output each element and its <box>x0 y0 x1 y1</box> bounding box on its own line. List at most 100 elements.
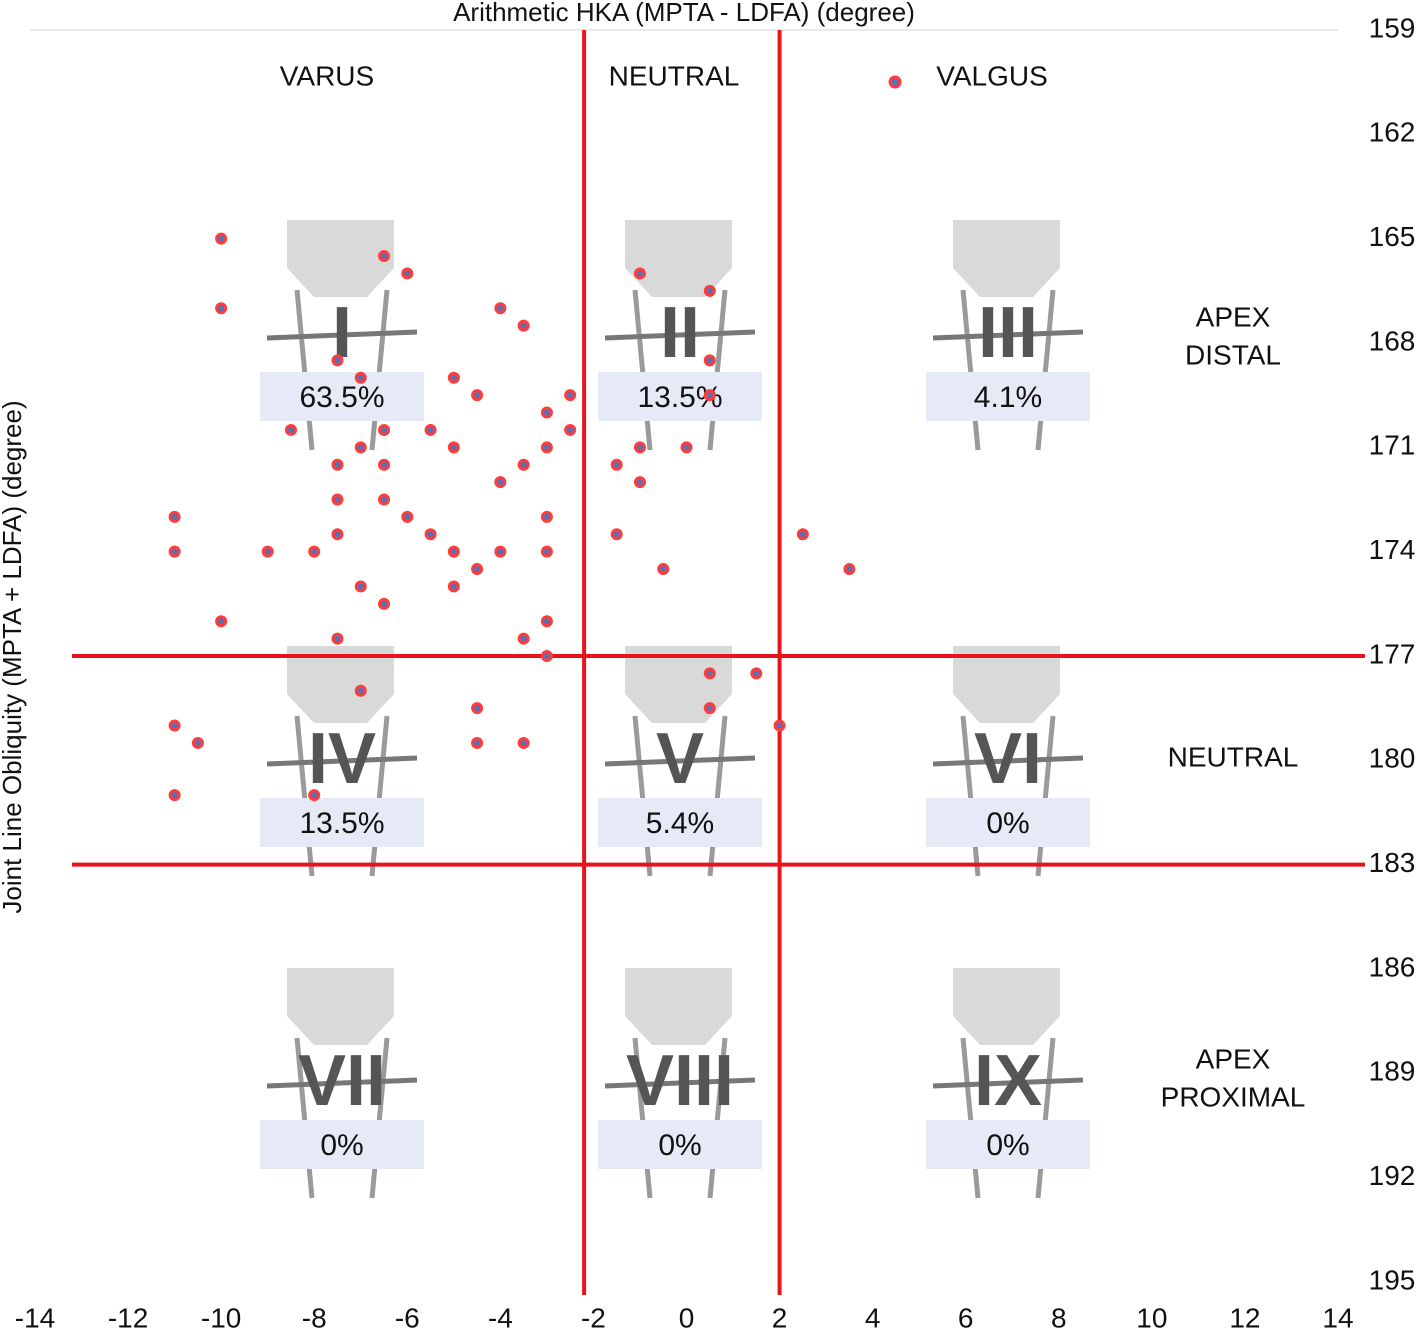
panel-numeral: I <box>332 293 352 373</box>
point <box>773 719 786 732</box>
panel-percent: 13.5% <box>299 807 384 840</box>
point <box>680 441 693 454</box>
y-axis-label: Joint Line Obliquity (MPTA + LDFA) (degr… <box>0 400 27 913</box>
panel-numeral: VIII <box>626 1041 734 1121</box>
legend-marker <box>888 75 902 89</box>
point <box>215 302 228 315</box>
point <box>331 632 344 645</box>
crossbar <box>932 329 1084 341</box>
column-label: VALGUS <box>936 60 1048 91</box>
panel: VI 0% <box>926 646 1090 877</box>
point <box>540 406 553 419</box>
point <box>331 493 344 506</box>
y-tick-label: 168 <box>1369 325 1416 356</box>
point <box>378 458 391 471</box>
point <box>354 371 367 384</box>
point <box>517 632 530 645</box>
x-tick-label: 2 <box>772 1302 788 1332</box>
point <box>331 528 344 541</box>
tibia <box>632 1037 653 1199</box>
column-label: VARUS <box>280 60 374 91</box>
fibula <box>369 289 390 451</box>
column-label: NEUTRAL <box>609 60 740 91</box>
point <box>517 458 530 471</box>
point <box>564 423 577 436</box>
x-tick-label: 10 <box>1136 1302 1167 1332</box>
point <box>494 545 507 558</box>
x-tick-label: 14 <box>1322 1302 1353 1332</box>
femur <box>625 220 732 297</box>
row-label: DISTAL <box>1185 339 1281 370</box>
point <box>331 458 344 471</box>
fibula <box>707 1037 728 1199</box>
y-tick-label: 177 <box>1369 638 1416 669</box>
tibia <box>294 715 315 877</box>
point <box>284 423 297 436</box>
point <box>215 232 228 245</box>
panel-percent: 4.1% <box>974 381 1042 414</box>
panel: IX 0% <box>926 968 1090 1199</box>
percent-box <box>260 1120 424 1169</box>
fibula <box>707 289 728 451</box>
point <box>168 719 181 732</box>
x-tick-label: -6 <box>395 1302 420 1332</box>
panel-percent: 0% <box>986 1129 1029 1162</box>
point <box>517 736 530 749</box>
panel-numeral: III <box>978 293 1038 373</box>
point <box>424 423 437 436</box>
x-tick-label: 0 <box>679 1302 695 1332</box>
point <box>564 389 577 402</box>
panel: VII 0% <box>260 968 424 1199</box>
panel-numeral: IV <box>308 719 376 799</box>
crossbar <box>604 1077 756 1089</box>
point <box>540 650 553 662</box>
tibia <box>960 289 981 451</box>
crossbar <box>266 755 418 767</box>
point <box>494 302 507 315</box>
point <box>633 476 646 489</box>
point <box>401 510 414 523</box>
point <box>657 563 670 576</box>
panel: III 4.1% <box>926 220 1090 451</box>
y-tick-label: 162 <box>1369 117 1416 148</box>
panel-numeral: IX <box>974 1041 1042 1121</box>
x-tick-label: 8 <box>1051 1302 1067 1332</box>
femur <box>287 646 394 723</box>
panel-percent: 0% <box>658 1129 701 1162</box>
y-tick-label: 171 <box>1369 430 1416 461</box>
point <box>471 389 484 402</box>
point <box>261 545 274 558</box>
y-tick-label: 174 <box>1369 534 1416 565</box>
panel-percent: 63.5% <box>299 381 384 414</box>
tibia <box>632 289 653 451</box>
y-tick-label: 159 <box>1369 12 1416 43</box>
femur <box>287 968 394 1045</box>
crossbar <box>932 1077 1084 1089</box>
point <box>378 493 391 506</box>
x-tick-label: -8 <box>302 1302 327 1332</box>
x-tick-label: -14 <box>15 1302 55 1332</box>
panel-percent: 0% <box>320 1129 363 1162</box>
point <box>168 545 181 558</box>
point <box>633 441 646 454</box>
y-tick-label: 195 <box>1369 1264 1416 1295</box>
fibula <box>1035 715 1056 877</box>
point <box>447 580 460 593</box>
point <box>703 284 716 297</box>
point <box>354 441 367 454</box>
y-tick-label: 165 <box>1369 221 1416 252</box>
percent-box <box>260 372 424 421</box>
percent-box <box>926 372 1090 421</box>
x-tick-label: 4 <box>865 1302 881 1332</box>
point <box>703 702 716 715</box>
point <box>796 528 809 541</box>
percent-box <box>926 798 1090 847</box>
point <box>168 789 181 802</box>
x-tick-label: -12 <box>108 1302 148 1332</box>
percent-box <box>598 1120 762 1169</box>
point <box>471 563 484 576</box>
femur <box>287 220 394 297</box>
femur <box>625 968 732 1045</box>
crossbar <box>604 329 756 341</box>
point <box>517 319 530 332</box>
